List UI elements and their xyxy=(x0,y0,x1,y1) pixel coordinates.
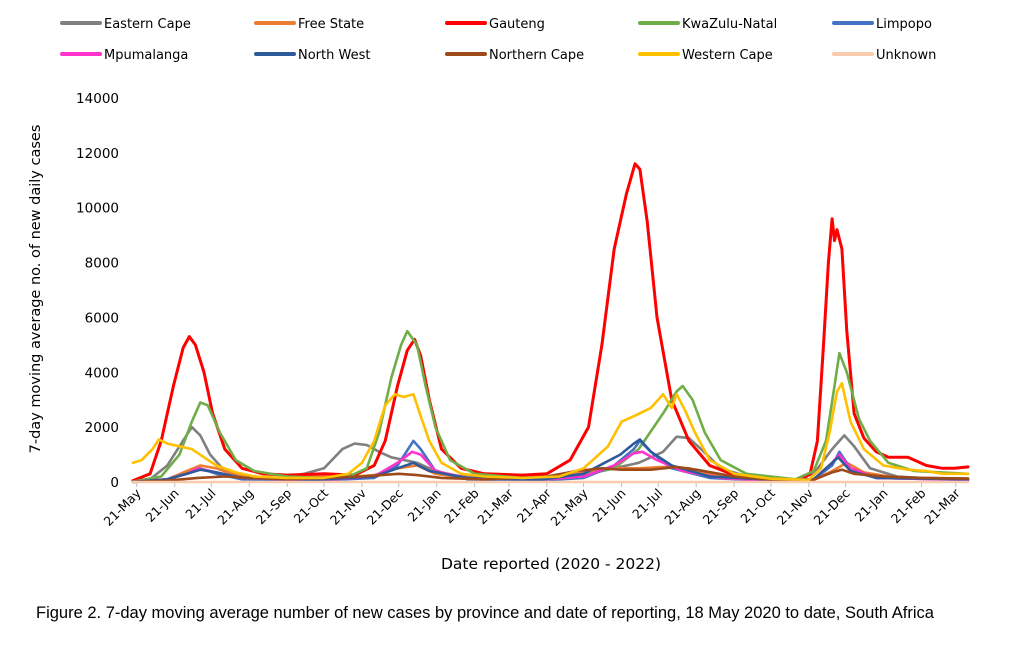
x-tick-label: 21-Dec xyxy=(364,485,406,527)
y-tick-label: 8000 xyxy=(85,256,119,272)
y-axis-label: 7-day moving average no. of new daily ca… xyxy=(28,125,44,454)
figure-caption: Figure 2. 7-day moving average number of… xyxy=(36,604,934,622)
x-tick-label: 21-Jan xyxy=(851,486,890,525)
x-tick-label: 21-Sep xyxy=(700,485,742,527)
series-line-gauteng xyxy=(131,162,970,483)
x-tick-label: 21-Feb xyxy=(441,485,482,526)
legend-label-north-west: North West xyxy=(298,48,370,63)
x-tick-label: 21-Jul xyxy=(182,486,218,522)
x-tick-label: 21-May xyxy=(100,485,144,529)
legend-label-gauteng: Gauteng xyxy=(489,17,545,32)
y-tick-label: 10000 xyxy=(76,201,119,217)
series-line-northern-cape xyxy=(131,465,970,484)
legend-label-mpumalanga: Mpumalanga xyxy=(104,48,188,63)
legend-label-western-cape: Western Cape xyxy=(682,48,773,63)
x-tick-label: 21-Nov xyxy=(774,485,817,528)
y-tick-label: 14000 xyxy=(76,91,119,107)
x-tick-label: 21-Oct xyxy=(737,485,778,526)
legend-label-northern-cape: Northern Cape xyxy=(489,48,584,63)
legend-label-limpopo: Limpopo xyxy=(876,17,932,32)
x-tick-label: 21-Aug xyxy=(214,486,256,528)
y-tick-label: 4000 xyxy=(85,365,119,381)
x-tick-label: 21-Mar xyxy=(921,485,963,527)
legend-label-kwazulu-natal: KwaZulu-Natal xyxy=(682,17,777,32)
x-tick-label: 21-Sep xyxy=(253,485,295,527)
x-tick-label: 21-Jan xyxy=(405,486,444,525)
x-tick-label: 21-Jun xyxy=(142,486,181,525)
legend: Eastern Cape Free State Gauteng KwaZulu-Nat… xyxy=(60,17,936,63)
series-line-north-west xyxy=(131,438,970,484)
x-tick-label: 21-May xyxy=(547,485,591,529)
x-tick-label: 21-Dec xyxy=(811,485,853,527)
x-tick-label: 21-Jun xyxy=(589,486,628,525)
x-tick-label: 21-Jul xyxy=(629,486,665,522)
y-tick-label: 0 xyxy=(110,475,119,491)
y-tick-label: 12000 xyxy=(76,146,119,162)
y-tick-label: 6000 xyxy=(85,310,119,326)
x-tick-label: 21-Feb xyxy=(888,485,929,526)
x-tick-label: 21-Nov xyxy=(327,485,370,528)
legend-label-free-state: Free State xyxy=(298,17,364,32)
x-tick-label: 21-Aug xyxy=(661,486,703,528)
legend-label-eastern-cape: Eastern Cape xyxy=(104,17,191,32)
plot-area xyxy=(131,162,970,484)
x-tick-label: 21-Mar xyxy=(474,485,516,527)
chart: Eastern Cape Free State Gauteng KwaZulu-Nat… xyxy=(28,17,970,573)
x-tick-label: 21-Oct xyxy=(291,485,332,526)
y-axis: 0 2000 4000 6000 8000 10000 12000 14000 xyxy=(76,91,119,491)
x-axis-label: Date reported (2020 - 2022) xyxy=(441,555,661,573)
y-tick-label: 2000 xyxy=(85,420,119,436)
series-line-western-cape xyxy=(131,382,970,482)
legend-label-unknown: Unknown xyxy=(876,48,936,63)
